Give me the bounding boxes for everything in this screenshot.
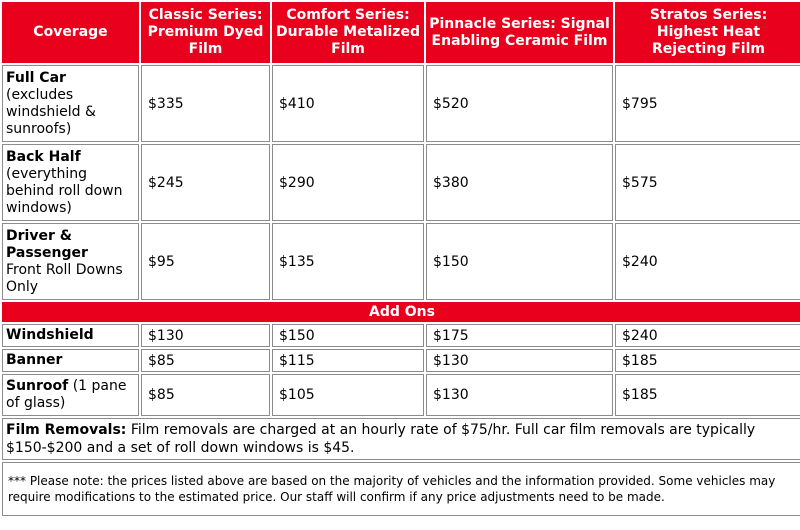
price-stratos: $240 [615,324,800,347]
table-row: Banner $85 $115 $130 $185 [2,349,800,372]
price-classic: $130 [141,324,270,347]
header-coverage: Coverage [2,2,139,63]
pricing-table: Coverage Classic Series: Premium Dyed Fi… [2,2,800,516]
coverage-cell: Driver & Passenger Front Roll Downs Only [2,223,139,300]
header-row: Coverage Classic Series: Premium Dyed Fi… [2,2,800,63]
table-row: Full Car (excludes windshield & sunroofs)… [2,65,800,142]
price-classic: $335 [141,65,270,142]
price-stratos: $185 [615,349,800,372]
table-row: Driver & Passenger Front Roll Downs Only … [2,223,800,300]
coverage-cell: Back Half (everything behind roll down wi… [2,144,139,221]
price-classic: $85 [141,374,270,416]
table-row: Windshield $130 $150 $175 $240 [2,324,800,347]
disclaimer-note: *** Please note: the prices listed above… [2,462,800,516]
price-pinnacle: $380 [426,144,613,221]
coverage-cell: Windshield [2,324,139,347]
price-stratos: $185 [615,374,800,416]
coverage-subtitle: (1 pane of glass) [6,378,127,411]
price-classic: $85 [141,349,270,372]
price-pinnacle: $175 [426,324,613,347]
coverage-title: Windshield [6,327,94,343]
table-row: Sunroof (1 pane of glass) $85 $105 $130 … [2,374,800,416]
price-pinnacle: $130 [426,374,613,416]
addons-header-row: Add Ons [2,302,800,322]
price-comfort: $105 [272,374,424,416]
header-comfort-series: Comfort Series: Durable Metalized Film [272,2,424,63]
film-removals-text: Film removals are charged at an hourly r… [6,422,756,456]
price-comfort: $290 [272,144,424,221]
film-removals-cell: Film Removals: Film removals are charged… [2,418,800,460]
film-removals-row: Film Removals: Film removals are charged… [2,418,800,460]
price-comfort: $135 [272,223,424,300]
coverage-title: Sunroof [6,378,69,394]
price-comfort: $115 [272,349,424,372]
price-classic: $95 [141,223,270,300]
header-classic-series: Classic Series: Premium Dyed Film [141,2,270,63]
coverage-title: Full Car [6,69,66,86]
price-stratos: $240 [615,223,800,300]
header-pinnacle-series: Pinnacle Series: Signal Enabling Ceramic… [426,2,613,63]
price-comfort: $150 [272,324,424,347]
coverage-subtitle: (everything behind roll down windows) [6,165,123,216]
addons-heading: Add Ons [2,302,800,322]
coverage-subtitle: Front Roll Downs Only [6,261,123,295]
price-pinnacle: $520 [426,65,613,142]
price-pinnacle: $150 [426,223,613,300]
price-stratos: $795 [615,65,800,142]
price-classic: $245 [141,144,270,221]
coverage-title: Banner [6,352,63,368]
table-row: Back Half (everything behind roll down wi… [2,144,800,221]
film-removals-label: Film Removals: [6,422,127,438]
price-stratos: $575 [615,144,800,221]
coverage-cell: Sunroof (1 pane of glass) [2,374,139,416]
header-stratos-series: Stratos Series: Highest Heat Rejecting F… [615,2,800,63]
coverage-title: Back Half [6,148,81,165]
coverage-cell: Banner [2,349,139,372]
coverage-cell: Full Car (excludes windshield & sunroofs) [2,65,139,142]
price-pinnacle: $130 [426,349,613,372]
coverage-subtitle: (excludes windshield & sunroofs) [6,86,96,137]
coverage-title: Driver & Passenger [6,227,88,261]
price-comfort: $410 [272,65,424,142]
disclaimer-row: *** Please note: the prices listed above… [2,462,800,516]
